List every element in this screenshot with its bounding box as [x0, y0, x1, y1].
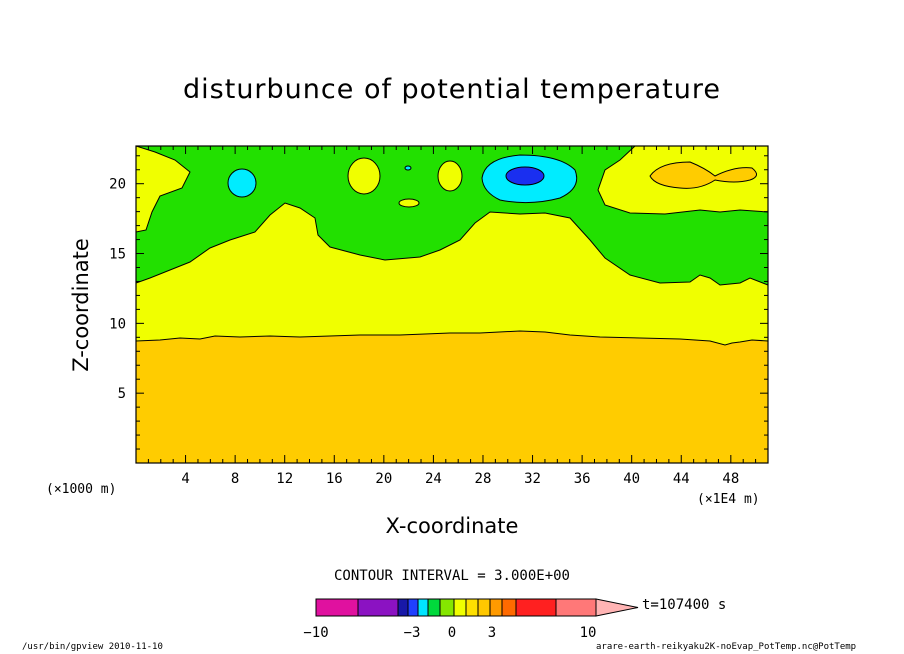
footer-right: arare-earth-reikyaku2K-noEvap_PotTemp.nc…	[596, 642, 857, 652]
colorbar-arrow	[595, 598, 639, 617]
colorbar-swatch	[489, 598, 503, 617]
x-tick-label: 40	[623, 471, 640, 487]
blob-yellow-4	[404, 165, 412, 171]
colorbar-swatch	[501, 598, 517, 617]
x-tick-label: 12	[276, 471, 293, 487]
colorbar-swatch	[357, 598, 399, 617]
colorbar-swatch	[477, 598, 491, 617]
x-unit-left: (×1000 m)	[46, 482, 117, 497]
region-orange	[136, 330, 768, 463]
y-tick-label: 15	[109, 247, 126, 263]
region-yellow-left	[136, 146, 191, 233]
colorbar-swatch	[407, 598, 419, 617]
y-axis-label: Z-coordinate	[69, 238, 93, 372]
y-tick-label: 20	[109, 177, 126, 193]
x-tick-label: 20	[375, 471, 392, 487]
chart-title: disturbunce of potential temperature	[183, 74, 721, 105]
blob-yellow-2	[437, 160, 463, 192]
colorbar: t=107400 s −10 −3 0 3 10	[303, 597, 726, 641]
contour-interval-label: CONTOUR INTERVAL = 3.000E+00	[333, 568, 570, 584]
blob-orange	[649, 161, 757, 189]
x-tick-label: 48	[722, 471, 739, 487]
x-axis-label: X-coordinate	[385, 514, 519, 538]
colorbar-swatch	[439, 598, 455, 617]
contour-fill	[136, 146, 768, 463]
blob-blue	[505, 166, 545, 186]
colorbar-swatch	[453, 598, 467, 617]
blob-yellow-3	[398, 198, 420, 208]
colorbar-tick-label: −3	[404, 625, 421, 641]
time-label: t=107400 s	[642, 597, 726, 613]
colorbar-swatch	[465, 598, 479, 617]
y-tick-label: 10	[109, 316, 126, 332]
x-tick-label: 32	[524, 471, 541, 487]
colorbar-swatch	[397, 598, 409, 617]
x-tick-label: 36	[574, 471, 591, 487]
colorbar-swatch	[417, 598, 429, 617]
colorbar-tick-label: −10	[303, 625, 328, 641]
colorbar-swatch	[555, 598, 597, 617]
colorbar-swatch	[515, 598, 557, 617]
colorbar-swatch	[427, 598, 441, 617]
colorbar-tick-label: 10	[580, 625, 597, 641]
footer-left: /usr/bin/gpview 2010-11-10	[22, 642, 163, 652]
x-tick-label: 8	[231, 471, 239, 487]
x-tick-label: 44	[673, 471, 690, 487]
colorbar-swatch	[315, 598, 359, 617]
blob-yellow-1	[347, 157, 381, 195]
x-tick-label: 16	[326, 471, 343, 487]
colorbar-tick-label: 3	[488, 625, 496, 641]
x-unit-right: (×1E4 m)	[697, 492, 760, 507]
colorbar-tick-label: 0	[448, 625, 456, 641]
x-tick-label: 24	[425, 471, 442, 487]
y-tick-label: 5	[118, 386, 126, 402]
blob-cyan-left	[227, 168, 257, 198]
x-tick-label: 28	[475, 471, 492, 487]
plot-frame	[135, 145, 769, 464]
x-tick-label: 4	[181, 471, 189, 487]
